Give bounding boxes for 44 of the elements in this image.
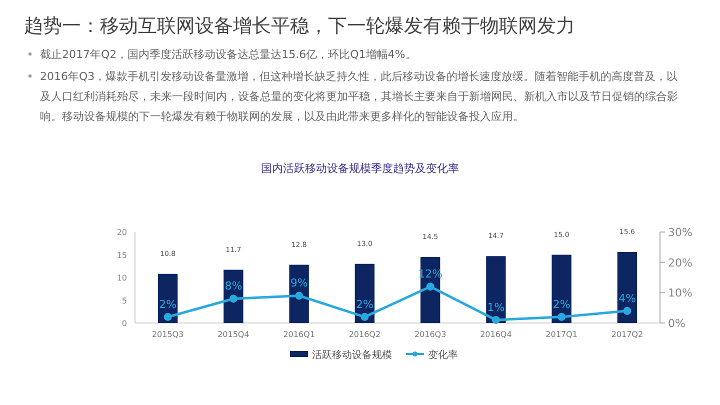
x-tick-label: 2017Q1 xyxy=(546,330,578,339)
point xyxy=(426,282,434,291)
data-label: 8% xyxy=(224,280,242,293)
chart-subtitle: 国内活跃移动设备规模季度趋势及变化率 xyxy=(261,162,459,175)
y-tick-label: 20 xyxy=(116,228,127,237)
y2-tick-label: 0% xyxy=(668,317,686,330)
text: 截止2017年Q2，国内季度活跃移动设备达总量达15.6亿，环比Q1增幅4%。 xyxy=(40,48,416,61)
y-tick-label: 10 xyxy=(116,274,127,282)
data-label: 2% xyxy=(159,298,177,311)
point xyxy=(360,312,369,321)
x-tick-label: 2015Q3 xyxy=(152,330,184,339)
data-label: 2% xyxy=(356,298,374,311)
x-tick-label: 2016Q2 xyxy=(348,330,381,339)
bar xyxy=(224,270,244,323)
point xyxy=(164,312,172,321)
bar xyxy=(486,256,506,323)
x-tick-label: 2016Q1 xyxy=(283,330,315,339)
y2-tick-label: 20% xyxy=(668,256,692,270)
y-tick-label: 0 xyxy=(122,319,127,328)
x-tick-label: 2017Q2 xyxy=(611,330,644,339)
y-tick-label: 15 xyxy=(116,250,127,260)
point xyxy=(295,292,304,300)
y-tick-label: 5 xyxy=(122,296,127,306)
point xyxy=(558,312,566,321)
bar xyxy=(354,264,375,323)
chart-title: 趋势一：移动互联网设备增长平稳，下一轮爆发有赖于物联网发力 xyxy=(24,15,575,37)
legend-label: 活跃移动设备规模 xyxy=(312,349,392,361)
legend-label: 变化率 xyxy=(428,349,458,361)
point xyxy=(229,294,238,303)
text: 2016年Q3，爆款手机引发移动设备量激增，但这种增长缺乏持久性，此后移动设备的增长速度放缓。随着智能手机的高度普及，以及人口红利消耗殆尽，未来一段时间内，设备总量的变化将更加平稳，其增长主要来自于新增网民、新机入市以及节日促销的综合影响。移动设备规模的下一轮爆发有赖于物联网的发展，以及由此带来更多样化的智能设备投入应用。 xyxy=(40,70,678,123)
bar xyxy=(552,254,572,323)
x-tick-label: 2016Q4 xyxy=(480,330,512,339)
data-label: 1% xyxy=(487,300,505,314)
data-label: 9% xyxy=(290,276,308,290)
x-tick-label: 2015Q4 xyxy=(218,330,250,339)
data-label: 4% xyxy=(618,292,636,305)
point xyxy=(623,306,632,315)
y2-tick-label: 30% xyxy=(668,226,692,239)
data-label: 2% xyxy=(552,298,570,311)
bar xyxy=(617,252,638,323)
y2-tick-label: 10% xyxy=(668,286,692,300)
bar xyxy=(289,264,309,323)
point xyxy=(492,316,500,324)
x-tick-label: 2016Q3 xyxy=(414,330,446,339)
